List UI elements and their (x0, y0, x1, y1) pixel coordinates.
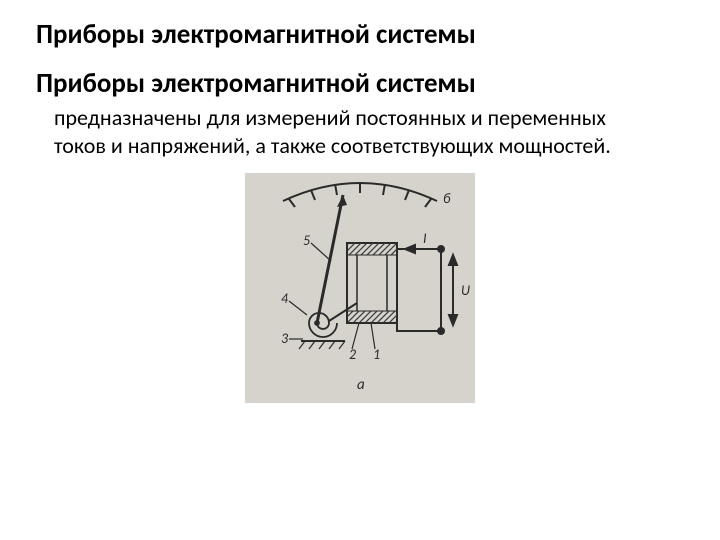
label-sub: а (357, 376, 365, 394)
label-1: 1 (373, 346, 380, 363)
scale-end-label: б (443, 190, 451, 207)
coil-bottom-hatch (347, 311, 397, 323)
page-title: Приборы электромагнитной системы (36, 18, 684, 51)
coil-top-hatch (347, 243, 397, 255)
figure-container: б (36, 173, 684, 408)
label-5: 5 (303, 232, 310, 249)
electromagnetic-diagram: б (245, 173, 475, 403)
label-3: 3 (281, 330, 288, 347)
page-root: Приборы электромагнитной системы Приборы… (0, 0, 720, 426)
label-4: 4 (281, 290, 289, 307)
label-voltage: U (461, 282, 470, 299)
label-current: I (423, 230, 427, 247)
body-paragraph: предназначены для измерений постоянных и… (54, 104, 614, 159)
page-subtitle: Приборы электромагнитной системы (36, 67, 684, 100)
